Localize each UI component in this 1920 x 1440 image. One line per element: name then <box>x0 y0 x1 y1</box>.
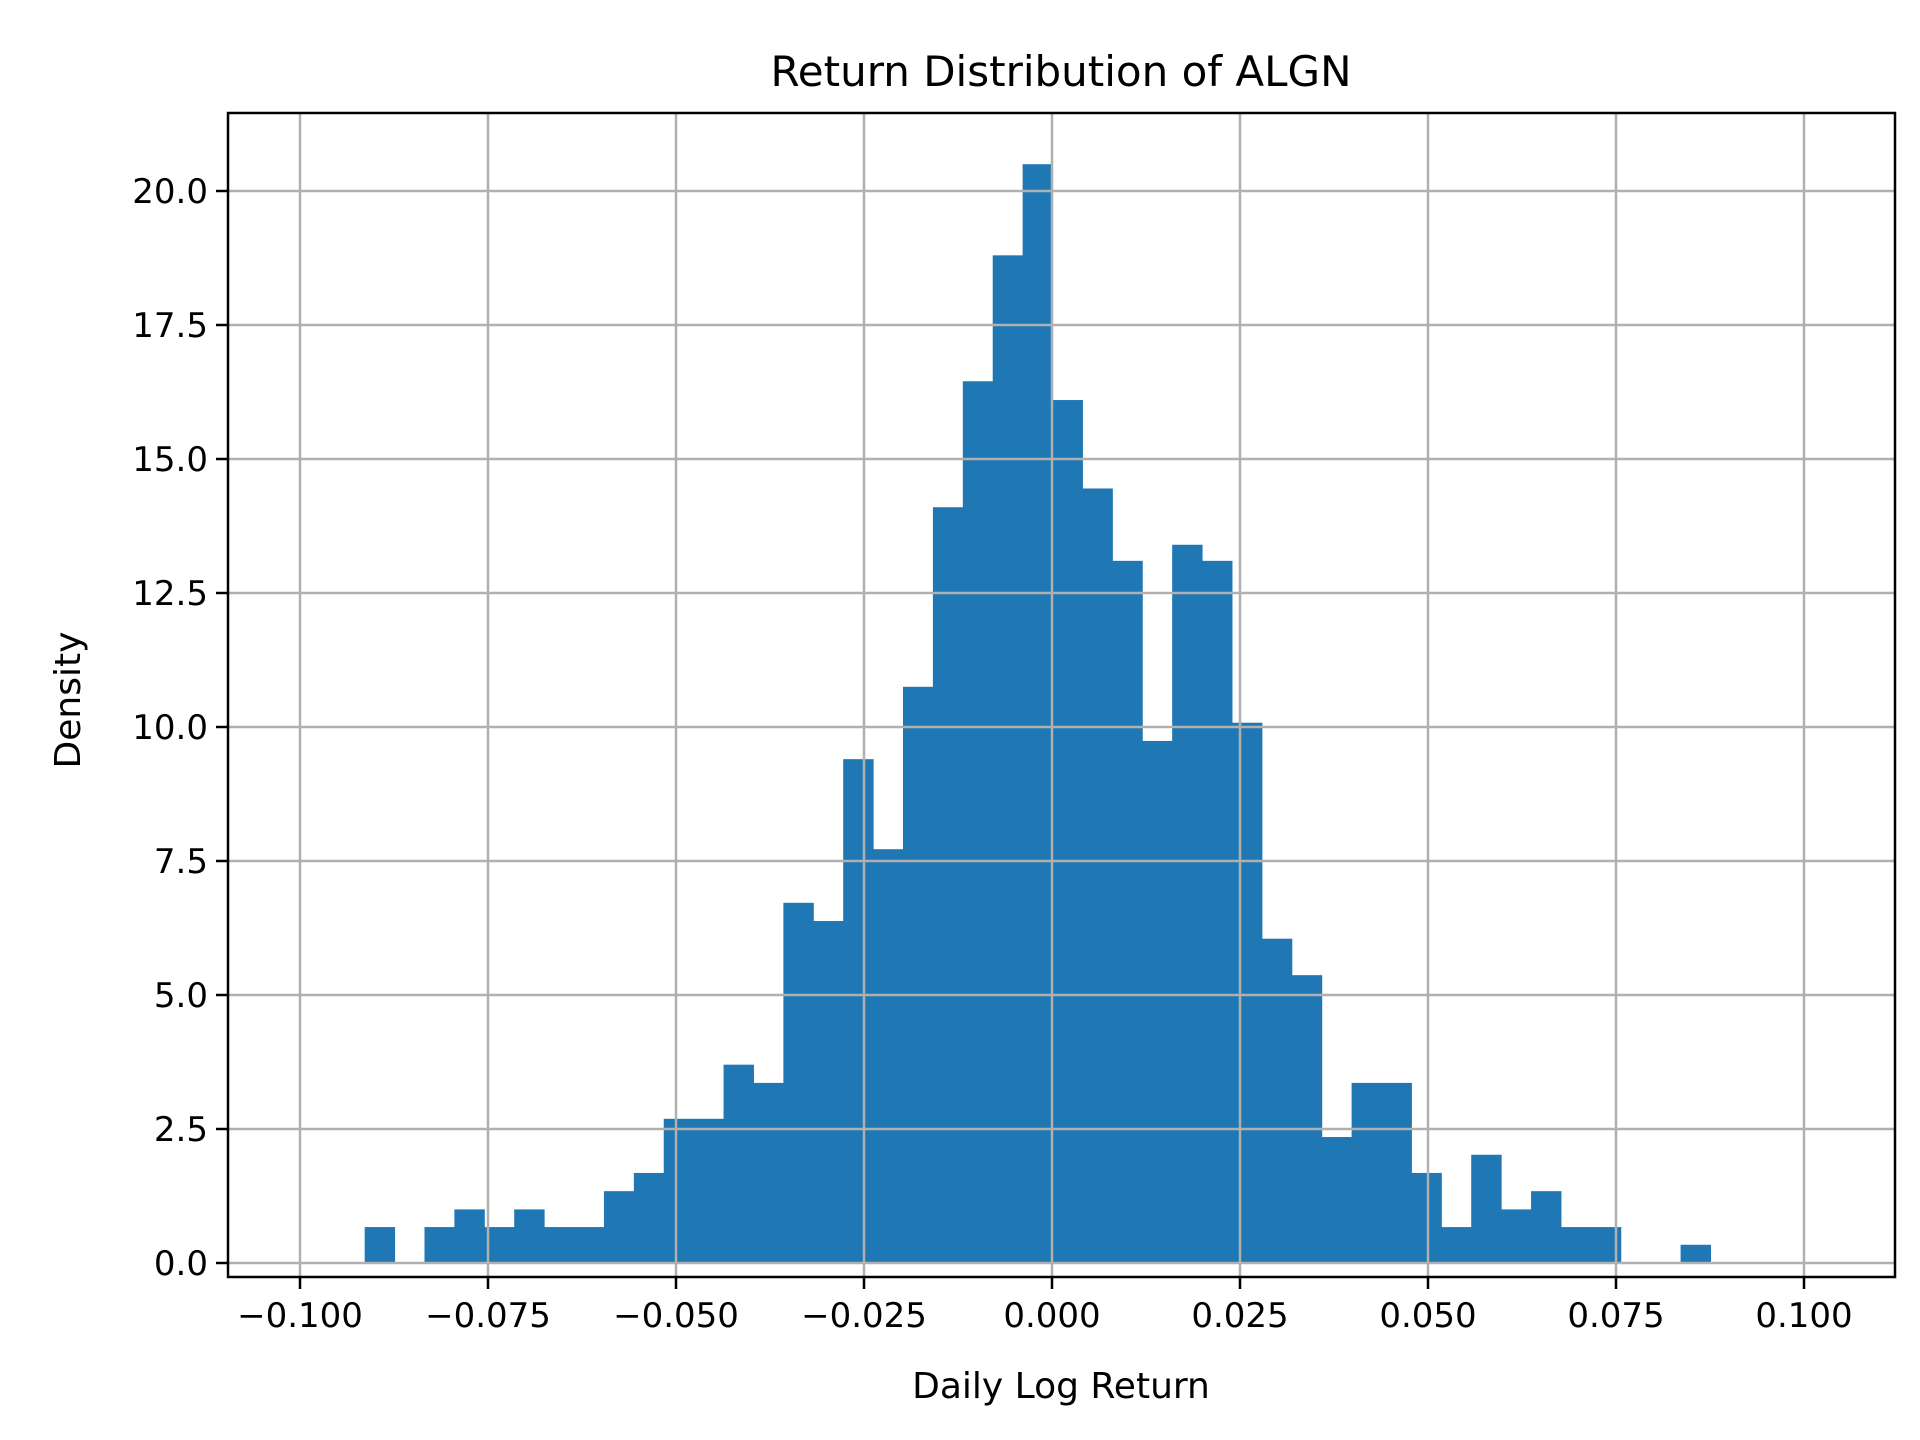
histogram-bar <box>1381 1082 1412 1263</box>
histogram-bar <box>1052 400 1083 1263</box>
x-axis-ticks: −0.100 −0.075 −0.050 −0.025 0.000 0.025 0.050 0… <box>237 1277 1853 1336</box>
histogram-bar <box>1471 1154 1502 1263</box>
x-tick-label: 0.050 <box>1379 1296 1476 1336</box>
x-tick-label: 0.000 <box>1003 1296 1100 1336</box>
histogram-bar <box>574 1227 605 1263</box>
y-axis-label: Density <box>48 632 89 769</box>
histogram-bar <box>1351 1082 1383 1263</box>
histogram-bar <box>484 1227 515 1263</box>
histogram-bar <box>1142 740 1173 1263</box>
histogram-bar <box>1411 1172 1442 1263</box>
x-tick-label: −0.050 <box>613 1296 739 1336</box>
histogram-bar <box>1531 1191 1562 1263</box>
histogram-bar <box>1321 1137 1353 1263</box>
histogram-bar <box>1560 1227 1592 1263</box>
histogram-bar <box>813 921 844 1263</box>
histogram-bar <box>1202 560 1233 1263</box>
histogram-bar <box>454 1209 485 1263</box>
histogram-bar <box>544 1227 575 1263</box>
histogram-bar <box>1441 1227 1472 1263</box>
histogram-bar <box>514 1209 545 1263</box>
y-tick-label: 0.0 <box>154 1244 208 1284</box>
x-tick-label: −0.075 <box>425 1296 551 1336</box>
y-tick-label: 20.0 <box>132 172 208 212</box>
grid-lines <box>228 113 1895 1277</box>
histogram-bar <box>992 255 1024 1263</box>
histogram-bar <box>1231 722 1263 1263</box>
histogram-bar <box>1022 164 1054 1264</box>
histogram-bar <box>1172 544 1203 1263</box>
histogram-bar <box>1291 975 1323 1263</box>
histogram-bar <box>723 1064 754 1263</box>
y-tick-label: 10.0 <box>132 708 208 748</box>
x-tick-label: −0.025 <box>801 1296 927 1336</box>
y-tick-label: 12.5 <box>132 574 208 614</box>
histogram-bar <box>783 902 814 1263</box>
histogram-bars <box>364 164 1711 1264</box>
y-tick-label: 5.0 <box>154 976 208 1016</box>
x-tick-label: 0.100 <box>1755 1296 1852 1336</box>
histogram-bar <box>693 1118 725 1263</box>
histogram-bar <box>753 1082 784 1263</box>
histogram-bar <box>1501 1209 1532 1263</box>
histogram-bar <box>424 1227 455 1263</box>
x-tick-label: 0.075 <box>1567 1296 1664 1336</box>
histogram-bar <box>873 849 904 1263</box>
x-tick-label: −0.100 <box>237 1296 363 1336</box>
plot-frame <box>226 111 1897 1279</box>
histogram-bar <box>1082 488 1113 1264</box>
y-axis-ticks: 0.0 2.5 5.0 7.5 10.0 12.5 15.0 17.5 20.0 <box>132 172 228 1284</box>
histogram-bar <box>603 1191 635 1263</box>
histogram-bar <box>1261 938 1293 1263</box>
histogram-bar <box>633 1172 665 1263</box>
y-tick-label: 17.5 <box>132 306 208 346</box>
histogram-bar <box>932 507 964 1263</box>
chart-title: Return Distribution of ALGN <box>770 47 1351 96</box>
histogram-bar <box>843 759 874 1263</box>
histogram-bar <box>364 1227 396 1263</box>
y-tick-label: 7.5 <box>154 842 208 882</box>
histogram-bar <box>902 686 934 1263</box>
y-tick-label: 2.5 <box>154 1110 208 1150</box>
x-tick-label: 0.025 <box>1191 1296 1288 1336</box>
histogram-bar <box>663 1118 695 1263</box>
histogram-bar <box>962 381 994 1263</box>
x-axis-label: Daily Log Return <box>912 1366 1210 1407</box>
histogram-bar <box>1680 1244 1711 1263</box>
y-tick-label: 15.0 <box>132 440 208 480</box>
histogram-bar <box>1112 560 1143 1263</box>
